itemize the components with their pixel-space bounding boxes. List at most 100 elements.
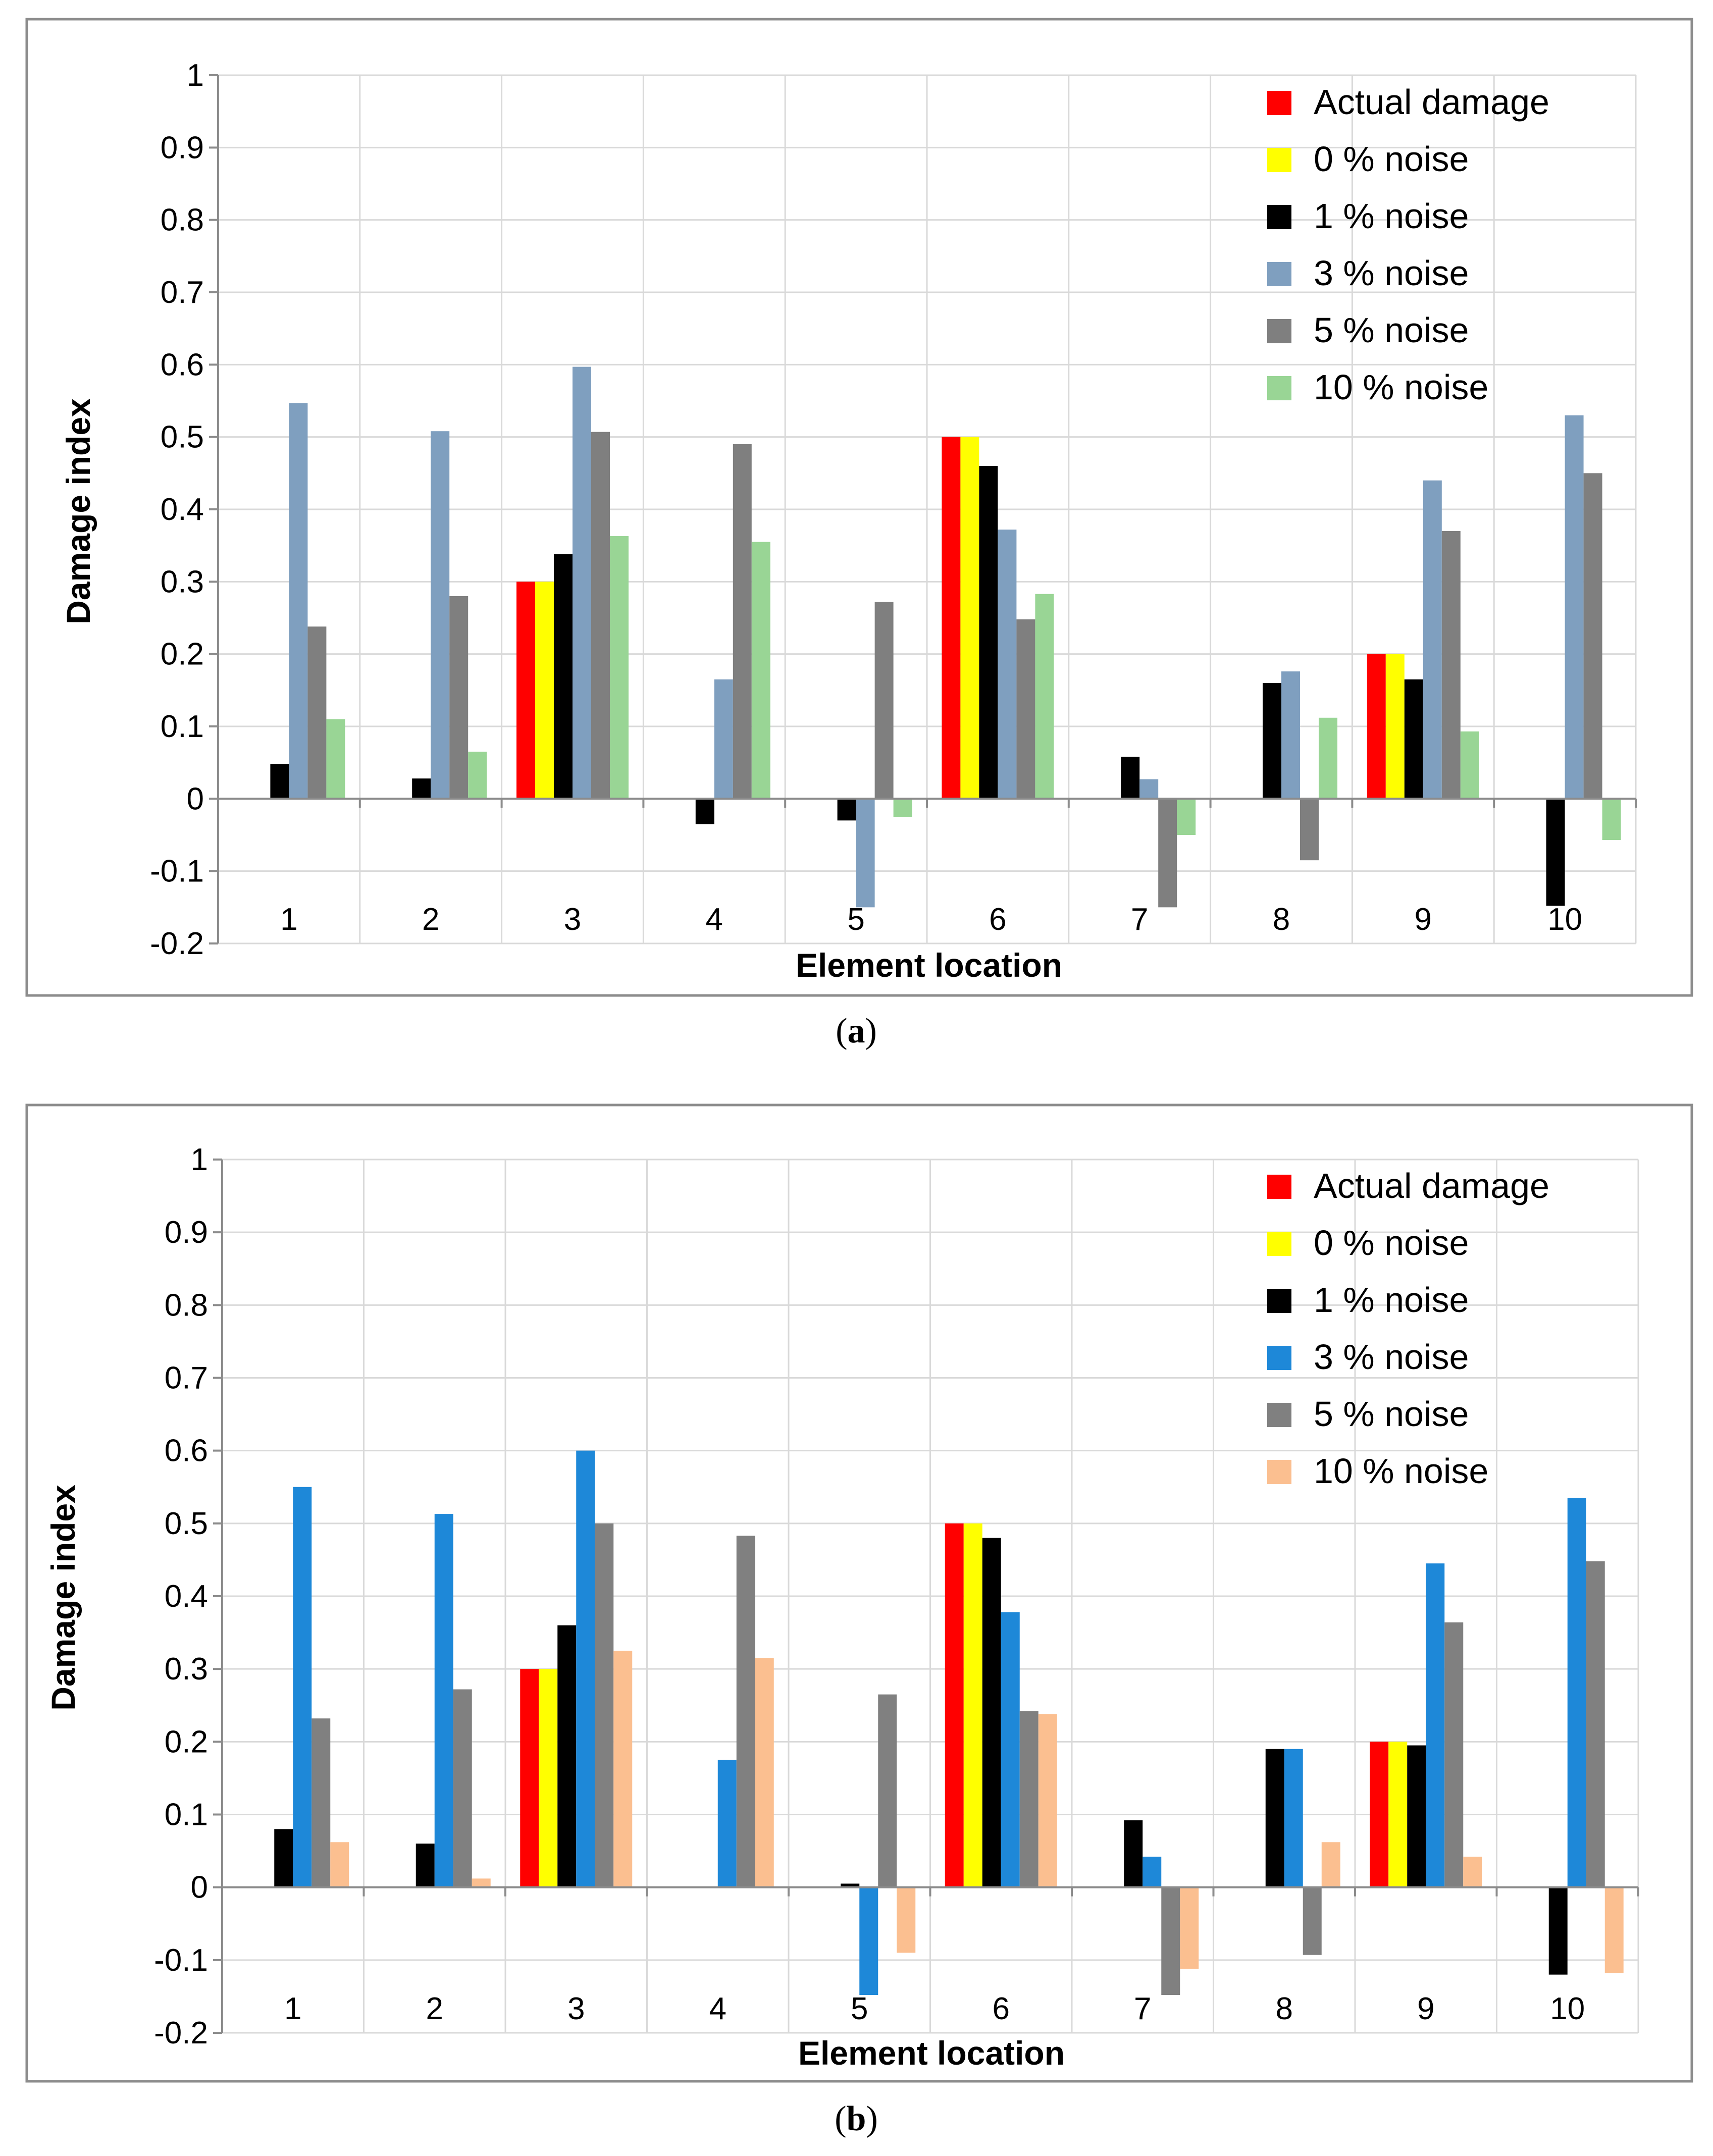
bar-8-series-4 xyxy=(1281,671,1300,799)
bar-2-series-4 xyxy=(431,431,450,799)
x-tick-label: 5 xyxy=(851,1991,868,2026)
x-tick-label: 6 xyxy=(993,1991,1010,2026)
bar-8-series-3 xyxy=(1265,1749,1284,1887)
x-tick-label: 7 xyxy=(1131,902,1148,937)
bar-1-series-3 xyxy=(274,1829,293,1887)
bar-4-series-6 xyxy=(755,1658,774,1887)
bar-10-series-3 xyxy=(1546,799,1565,906)
bar-10-series-5 xyxy=(1586,1561,1605,1887)
x-tick-label: 4 xyxy=(706,902,723,937)
y-tick-label: 0.2 xyxy=(165,1724,208,1759)
y-tick-label: -0.1 xyxy=(154,1943,208,1978)
bar-4-series-4 xyxy=(717,1760,737,1887)
y-tick-label: -0.2 xyxy=(150,926,204,961)
bar-3-series-4 xyxy=(573,366,591,799)
bar-10-series-4 xyxy=(1567,1498,1586,1887)
bar-6-series-4 xyxy=(1001,1612,1020,1887)
y-tick-label: 1 xyxy=(187,58,204,93)
x-tick-label: 1 xyxy=(280,902,297,937)
bar-1-series-5 xyxy=(307,626,327,799)
legend-swatch-2 xyxy=(1267,148,1291,172)
x-tick-label: 6 xyxy=(989,902,1006,937)
bar-5-series-3 xyxy=(841,1883,860,1887)
bar-3-series-5 xyxy=(595,1523,614,1887)
legend-label-1: Actual damage xyxy=(1314,1166,1549,1205)
bar-3-series-3 xyxy=(557,1625,577,1887)
bar-5-series-5 xyxy=(874,602,894,799)
y-tick-label: 0.1 xyxy=(161,709,204,744)
bar-3-series-2 xyxy=(539,1669,558,1887)
legend-swatch-4 xyxy=(1267,1346,1291,1370)
bar-9-series-4 xyxy=(1426,1563,1445,1887)
bar-4-series-5 xyxy=(733,444,752,799)
bar-8-series-3 xyxy=(1263,683,1281,799)
y-tick-label: 0.8 xyxy=(161,203,204,238)
x-tick-label: 9 xyxy=(1415,902,1432,937)
bar-6-series-6 xyxy=(1038,1714,1057,1887)
chart-b-ylabel: Damage index xyxy=(44,1485,82,1711)
y-tick-label: 0.7 xyxy=(161,275,204,310)
legend-swatch-6 xyxy=(1267,1460,1291,1484)
x-tick-label: 9 xyxy=(1417,1991,1434,2026)
bar-6-series-6 xyxy=(1035,594,1054,799)
panel-b: -0.2 -0.1 0 0.1 0.2 0.3 0.4 0.5 0.6 0.7 0.8 0.9 1 1 2 3… xyxy=(25,1103,1693,2138)
x-tick-label: 3 xyxy=(564,902,581,937)
legend-label-5: 5 % noise xyxy=(1314,310,1469,350)
legend-swatch-5 xyxy=(1267,1403,1291,1427)
bar-9-series-1 xyxy=(1367,654,1386,799)
y-tick-label: 0.1 xyxy=(165,1798,208,1832)
bar-9-series-5 xyxy=(1444,1622,1464,1887)
x-tick-label: 4 xyxy=(709,1991,726,2026)
bar-2-series-4 xyxy=(434,1514,453,1887)
y-tick-label: 0.3 xyxy=(161,564,204,599)
y-tick-label: 0.4 xyxy=(161,492,204,527)
y-tick-label: 0.5 xyxy=(161,420,204,455)
y-tick-label: 0 xyxy=(191,1870,208,1905)
bar-10-series-4 xyxy=(1565,415,1584,799)
bar-7-series-3 xyxy=(1124,1820,1143,1887)
bar-9-series-3 xyxy=(1404,679,1423,799)
y-tick-label: 0.5 xyxy=(165,1506,208,1541)
bar-6-series-1 xyxy=(945,1523,964,1887)
x-tick-label: 1 xyxy=(284,1991,301,2026)
bar-8-series-5 xyxy=(1303,1887,1322,1955)
bar-2-series-6 xyxy=(472,1878,491,1887)
bar-6-series-3 xyxy=(982,1538,1001,1887)
bar-3-series-3 xyxy=(554,554,573,799)
y-tick-label: 0.8 xyxy=(165,1288,208,1323)
bar-9-series-6 xyxy=(1463,1857,1482,1887)
bar-7-series-5 xyxy=(1161,1887,1180,1995)
bar-4-series-4 xyxy=(714,679,733,799)
legend-label-3: 1 % noise xyxy=(1314,196,1469,236)
x-tick-label: 7 xyxy=(1134,1991,1151,2026)
y-tick-label: 1 xyxy=(191,1142,208,1177)
bar-6-series-2 xyxy=(963,1523,982,1887)
y-tick-label: 0.6 xyxy=(161,347,204,382)
legend-label-5: 5 % noise xyxy=(1314,1394,1469,1434)
bar-3-series-2 xyxy=(535,582,554,799)
bar-7-series-4 xyxy=(1143,1857,1162,1887)
y-tick-label: 0.3 xyxy=(165,1652,208,1687)
bar-9-series-6 xyxy=(1460,731,1479,799)
y-tick-label: 0.2 xyxy=(161,637,204,672)
bar-2-series-3 xyxy=(416,1844,435,1887)
bar-7-series-5 xyxy=(1158,799,1177,908)
legend-label-4: 3 % noise xyxy=(1314,1337,1469,1377)
bar-9-series-5 xyxy=(1441,531,1461,799)
bar-6-series-4 xyxy=(998,530,1017,799)
y-tick-label: -0.1 xyxy=(150,854,204,889)
bar-10-series-6 xyxy=(1602,799,1621,840)
bar-7-series-3 xyxy=(1121,757,1140,799)
bar-5-series-4 xyxy=(856,799,875,908)
bar-4-series-6 xyxy=(751,542,770,799)
y-tick-label: -0.2 xyxy=(154,2016,208,2050)
legend-label-4: 3 % noise xyxy=(1314,253,1469,293)
bar-2-series-3 xyxy=(412,778,431,799)
caption-b: (b) xyxy=(835,2099,878,2138)
bar-5-series-6 xyxy=(893,799,912,817)
legend-swatch-3 xyxy=(1267,205,1291,229)
legend-swatch-3 xyxy=(1267,1289,1291,1313)
bar-5-series-3 xyxy=(837,799,856,821)
bar-1-series-6 xyxy=(326,719,345,799)
